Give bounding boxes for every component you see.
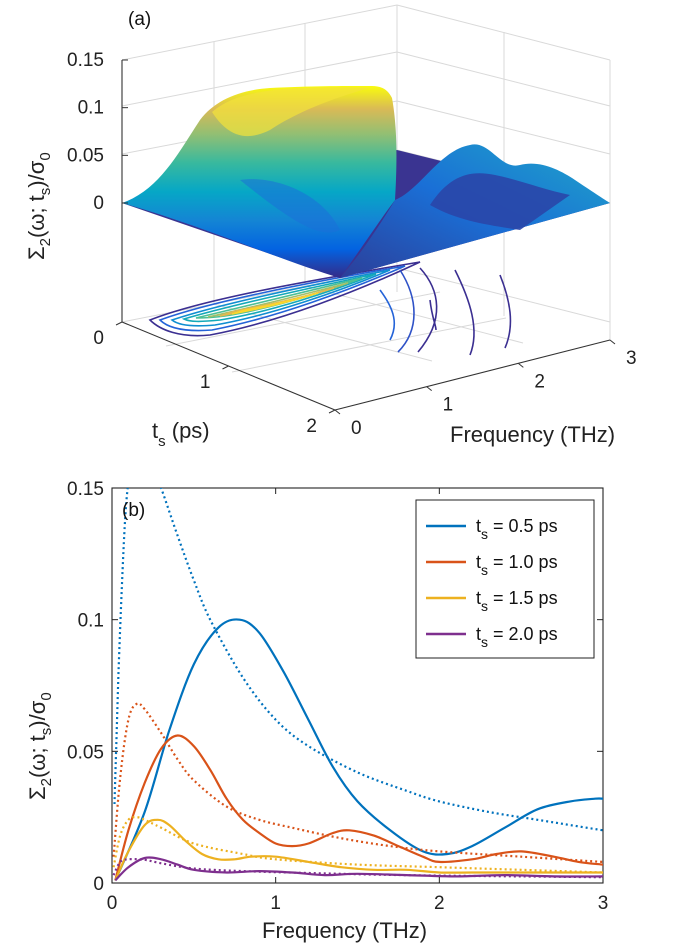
panel-b-x-tick-label: 3	[598, 893, 609, 914]
panel-a-floor-ticks: 0 1 2 0 1 2 3	[93, 321, 637, 439]
panel-a-zlabel: Σ2(ω; ts)/σ0	[24, 152, 54, 260]
panel-b-series-group	[112, 488, 603, 882]
panel-a-z-ticks: 0 0.05 0.1 0.15	[67, 50, 128, 214]
panel-a-surface-plot: 0 0.05 0.1 0.15 0 1 2 0 1 2 3 (a) Σ2(ω; ts)/σ0 ts…	[24, 4, 637, 450]
panel-a-ts-tick-label: 1	[200, 372, 211, 393]
series-line-dotted-0	[113, 488, 603, 832]
panel-a-surface	[122, 86, 610, 278]
panel-b-y-tick-label: 0.05	[67, 742, 104, 763]
panel-a-freq-tick-label: 0	[351, 418, 362, 439]
panel-a-ts-tick-mark	[222, 365, 229, 370]
panel-a-ts-label: ts (ps)	[152, 418, 210, 450]
legend-label-0: ts = 0.5 ps	[476, 516, 558, 542]
legend-label-1: ts = 1.0 ps	[476, 552, 558, 578]
series-line-solid-2	[114, 818, 603, 881]
panel-a-freq-tick-label: 1	[443, 395, 454, 416]
panel-a-label: (a)	[128, 9, 151, 30]
panel-a-ts-tick-label: 0	[93, 328, 104, 349]
panel-a-z-tick-label: 0	[93, 193, 104, 214]
series-line-solid-3	[114, 856, 603, 882]
panel-a-ts-tick-mark	[115, 321, 123, 326]
panel-a-freq-tick-mark	[518, 362, 524, 368]
panel-a-freq-tick-label: 3	[626, 348, 637, 369]
panel-a-z-tick-label: 0.15	[67, 50, 104, 71]
panel-b-x-tick-label: 2	[434, 893, 445, 914]
panel-a-contour-projection	[148, 261, 512, 356]
panel-a-z-tick-label: 0.1	[78, 98, 104, 119]
panel-b-label: (b)	[122, 500, 145, 521]
series-line-solid-0	[114, 618, 603, 881]
panel-a-ts-tick-mark	[328, 409, 336, 414]
legend-label-3: ts = 2.0 ps	[476, 624, 558, 650]
panel-a-freq-label: Frequency (THz)	[450, 422, 615, 447]
panel-a-ts-tick-label: 2	[306, 416, 317, 437]
panel-b-line-chart: 0 1 2 3 0 0.05 0.1 0.15 (b) ts = 0.5 ps ts = 1.0…	[25, 479, 608, 943]
panel-a-freq-tick-mark	[609, 339, 616, 345]
series-line-dotted-2	[112, 816, 603, 874]
panel-a-z-tick-label: 0.05	[67, 145, 104, 166]
panel-b-y-tick-label: 0.15	[67, 479, 104, 500]
panel-a-freq-tick-label: 2	[534, 371, 545, 392]
panel-b-y-tick-label: 0.1	[78, 611, 104, 632]
legend-label-2: ts = 1.5 ps	[476, 588, 558, 614]
panel-b-xlabel: Frequency (THz)	[262, 918, 427, 943]
series-line-solid-1	[114, 734, 603, 881]
panel-b-legend: ts = 0.5 ps ts = 1.0 ps ts = 1.5 ps ts = 2.…	[415, 499, 595, 659]
panel-b-x-tick-label: 0	[107, 893, 118, 914]
panel-b-ticks: 0 1 2 3 0 0.05 0.1 0.15	[67, 479, 608, 914]
series-line-dotted-3	[112, 858, 603, 879]
panel-b-y-tick-label: 0	[93, 874, 104, 895]
panel-a-freq-tick-mark	[334, 409, 341, 415]
panel-b-x-tick-label: 1	[270, 893, 281, 914]
panel-a-freq-tick-mark	[426, 386, 432, 392]
panel-b-ylabel: Σ2(ω; ts)/σ0	[25, 692, 55, 800]
